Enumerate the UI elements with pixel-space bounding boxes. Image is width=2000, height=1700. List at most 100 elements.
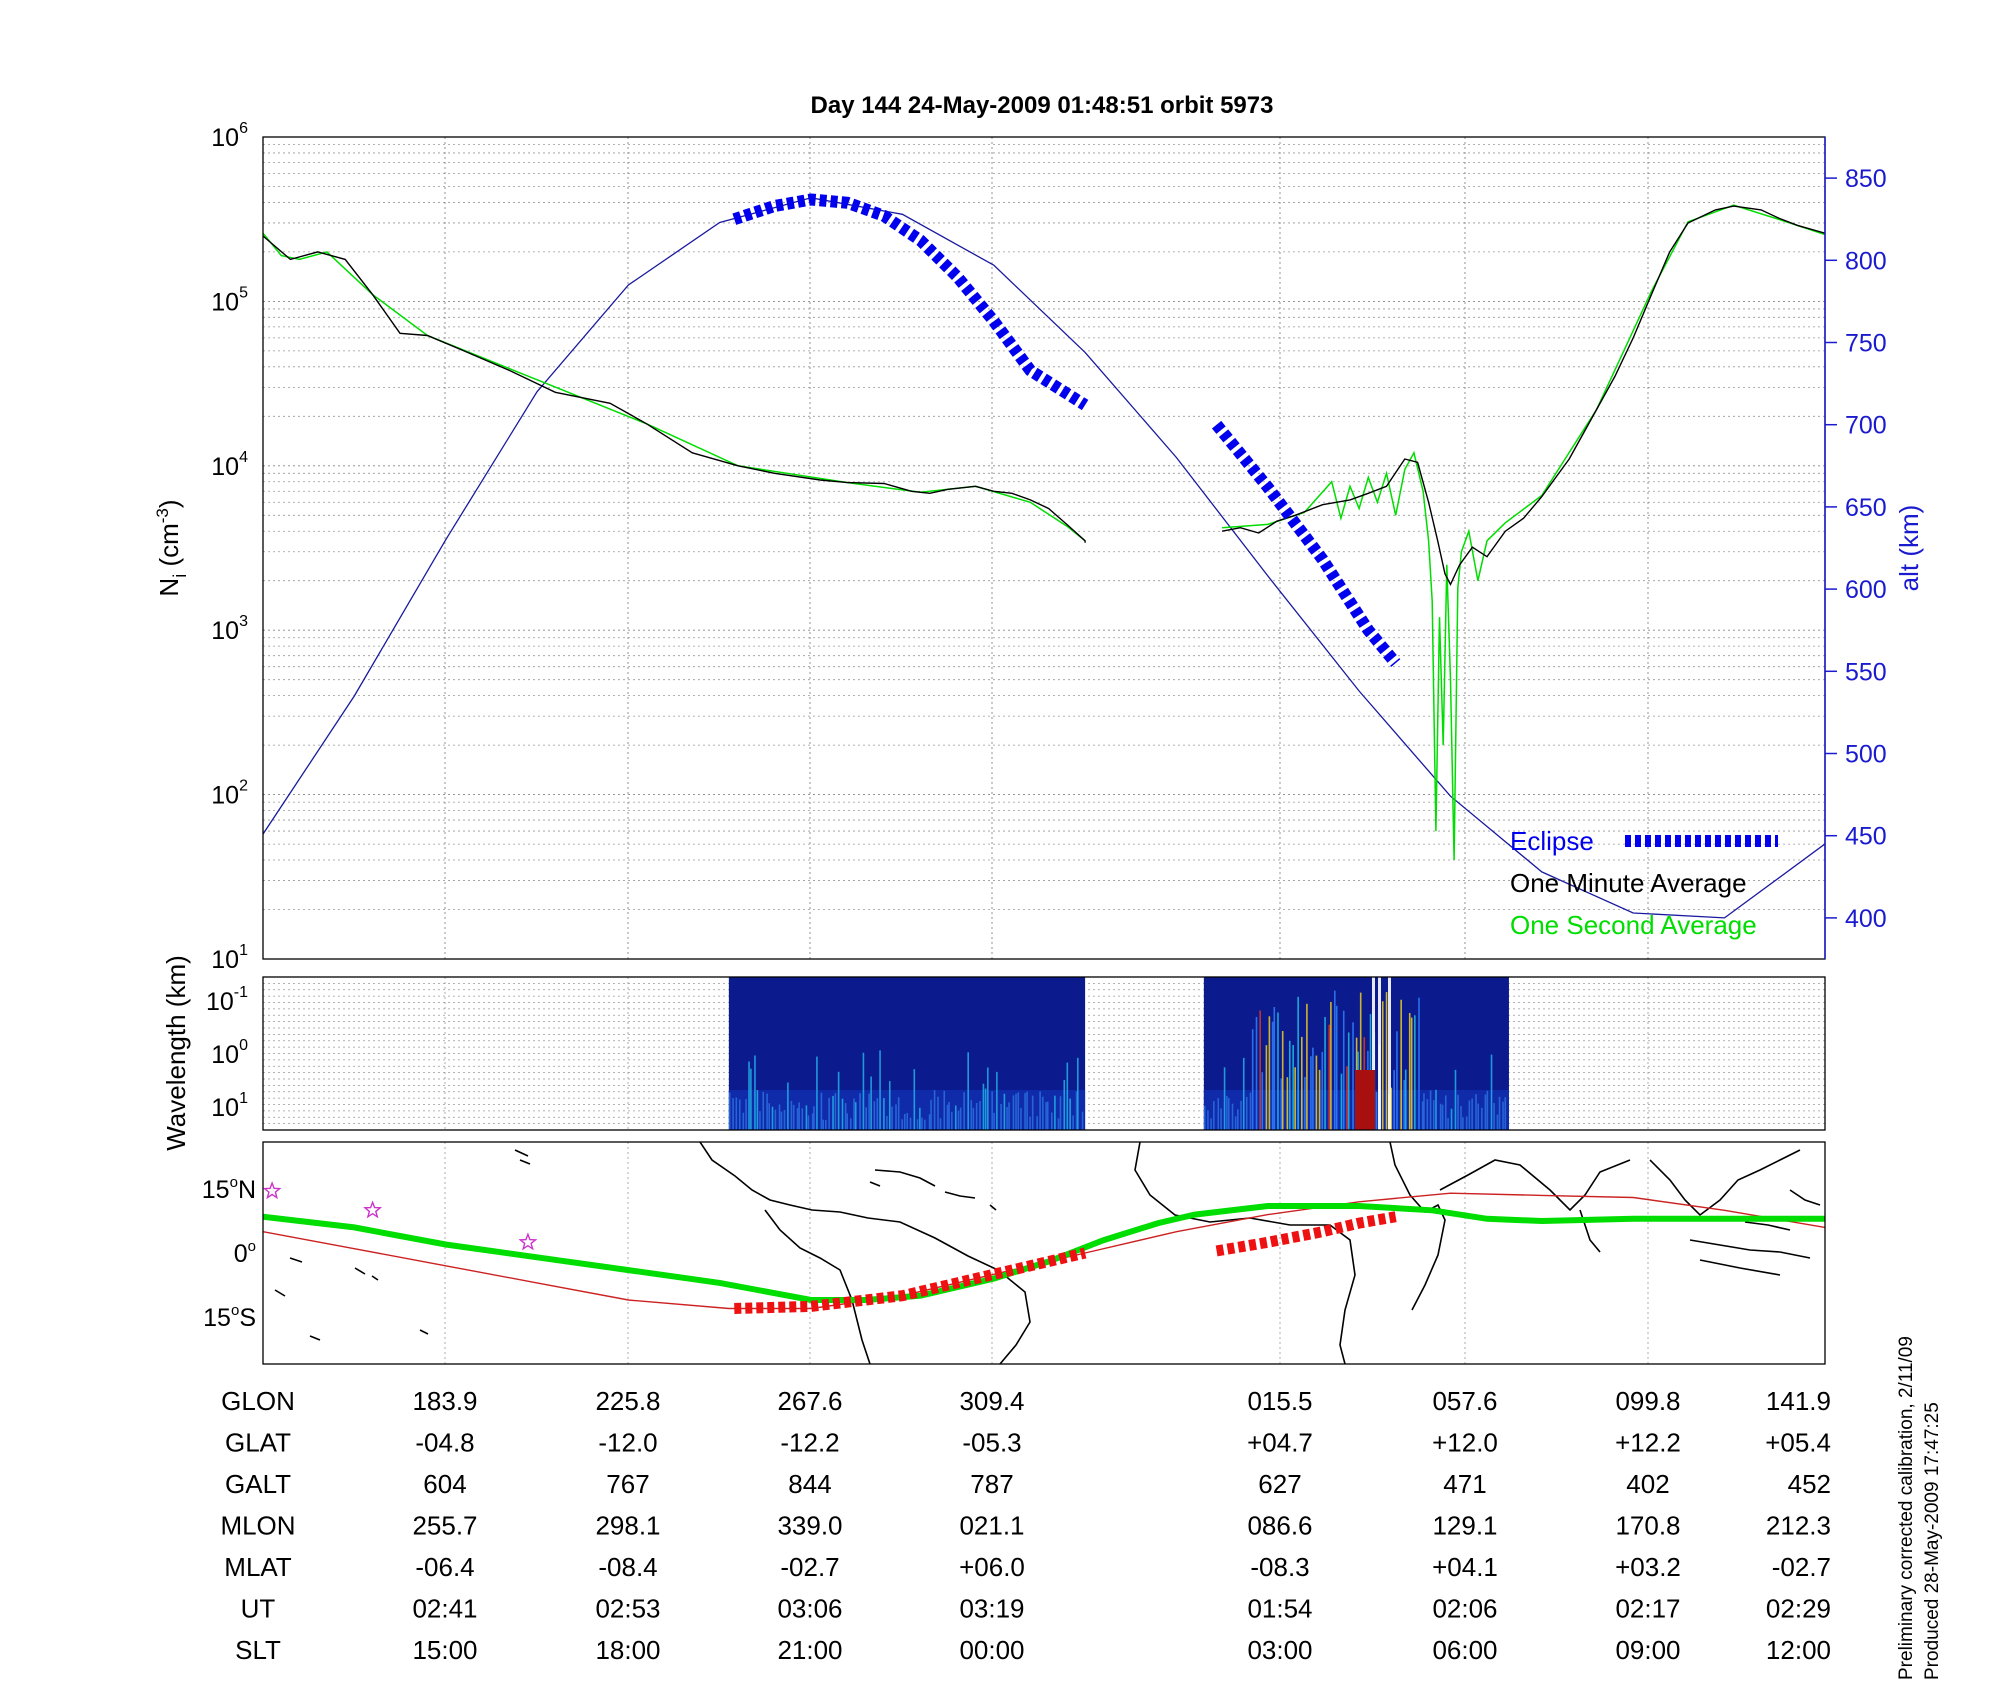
table-cell: -08.4: [598, 1552, 657, 1582]
spectrogram-streak: [946, 1104, 949, 1130]
spectrogram-streak: [1426, 1099, 1429, 1130]
table-cell: +06.0: [959, 1552, 1025, 1582]
spectrogram-streak: [1335, 1005, 1338, 1130]
coastline: [869, 1181, 881, 1187]
spectrogram-streak: [1441, 1104, 1444, 1130]
table-cell: 787: [970, 1469, 1013, 1499]
spectrogram-streak: [822, 1119, 825, 1130]
spectrogram-streak: [1210, 1118, 1212, 1130]
spectrogram-streak: [865, 1107, 867, 1130]
coastline: [371, 1275, 379, 1281]
spectrogram-streak: [1045, 1102, 1047, 1130]
spectrogram-streak: [1396, 1031, 1398, 1130]
spectrogram-streak: [1231, 1103, 1234, 1130]
y2-tick-label: 650: [1845, 494, 1887, 522]
coastline: [309, 1335, 321, 1341]
spectrogram-streak: [1435, 1089, 1437, 1130]
map-lat-degree-sign: o: [248, 1238, 256, 1255]
spectrogram-streak: [1277, 1012, 1279, 1130]
footnote-calibration: Preliminary corrected calibration, 2/11/…: [1896, 1336, 1917, 1680]
table-cell: 02:53: [595, 1594, 660, 1624]
spectrogram-streak: [828, 1097, 830, 1130]
y2-tick-label: 450: [1845, 823, 1887, 851]
spectrogram-streak: [888, 1081, 891, 1130]
spectrogram-streak: [1054, 1095, 1056, 1130]
spectrogram-streak: [1057, 1118, 1060, 1130]
y-tick-exp: 2: [239, 778, 248, 795]
spectrogram-streak: [1039, 1091, 1041, 1130]
coastline: [1789, 1189, 1821, 1206]
coastlines: [274, 1142, 1821, 1364]
spectrogram-streak: [849, 1118, 852, 1130]
star-marker: [363, 1200, 383, 1219]
table-cell: -05.3: [962, 1428, 1021, 1458]
spectrogram-streak: [879, 1050, 881, 1130]
spectrogram-streak: [1081, 1111, 1084, 1130]
spectrogram-y-tick: 10-1: [206, 984, 248, 1016]
spectrogram-streak: [1481, 1107, 1483, 1130]
table-cell: 267.6: [777, 1386, 842, 1416]
spectrogram-streak: [901, 1119, 903, 1130]
spectrogram-streak: [891, 1106, 893, 1130]
spectrogram-streak: [742, 1112, 745, 1130]
spectrogram-streak: [1281, 1031, 1284, 1130]
spectrogram-streak: [1462, 1117, 1464, 1130]
coastline: [289, 1257, 303, 1263]
spectrogram-streak: [1003, 1093, 1006, 1130]
spectrogram-streak: [1242, 1057, 1245, 1130]
table-row-label: MLAT: [224, 1552, 292, 1582]
map-lat-degree-sign: o: [231, 1302, 239, 1319]
table-cell: 170.8: [1615, 1511, 1680, 1541]
spectrogram-streak: [1423, 1093, 1425, 1130]
spectrogram-streak: [1249, 1092, 1252, 1130]
spectrogram-streak: [873, 1101, 876, 1130]
spectrogram-streak: [748, 1061, 750, 1130]
y2-axis-label: alt (km): [1894, 505, 1924, 592]
spectrogram-streak: [967, 1052, 969, 1130]
spectrogram-streak: [1408, 1013, 1411, 1130]
spectrogram-streak: [1475, 1094, 1477, 1130]
spectrogram-streak: [1051, 1112, 1053, 1130]
spectrogram-streak: [1207, 1110, 1209, 1130]
table-cell: -12.0: [598, 1428, 657, 1458]
y-tick-exp: 6: [239, 120, 248, 137]
table-cell: 844: [788, 1469, 831, 1499]
coastline: [989, 1204, 997, 1211]
spectrogram-streak: [1393, 1070, 1395, 1130]
spectrogram-streak: [774, 1109, 777, 1130]
spectrogram-streak: [991, 1091, 993, 1130]
table-cell: 225.8: [595, 1386, 660, 1416]
spectrogram-streak: [1072, 1115, 1074, 1130]
spectrogram-streak: [1414, 1015, 1416, 1130]
coastline: [354, 1267, 366, 1275]
spectrogram-streak: [1042, 1096, 1044, 1130]
spectrogram-streak: [1006, 1106, 1008, 1130]
table-cell: 06:00: [1432, 1635, 1497, 1665]
table-row-label: GLON: [221, 1386, 295, 1416]
spectrogram-streak: [1421, 1101, 1424, 1130]
spectrogram-streak: [1390, 1087, 1393, 1130]
spectrogram-streak: [984, 1088, 987, 1130]
spectrogram-streak: [768, 1103, 771, 1130]
table-cell: 057.6: [1432, 1386, 1497, 1416]
spectrogram-streak: [796, 1108, 799, 1130]
spectrogram-streak: [1213, 1101, 1215, 1130]
table-cell: 309.4: [959, 1386, 1024, 1416]
spectrogram-streak: [1318, 1069, 1321, 1130]
spectrogram-streak: [959, 1107, 962, 1130]
map-lat-tick: 0o: [234, 1238, 256, 1268]
spectrogram-streak: [1271, 1021, 1274, 1130]
y2-tick-label: 700: [1845, 412, 1887, 440]
coastline: [699, 1142, 1031, 1364]
table-cell: +03.2: [1615, 1552, 1681, 1582]
spectrogram-streak: [1306, 1003, 1308, 1130]
spectrogram-streak: [1268, 1016, 1271, 1130]
spectrogram-streak: [909, 1117, 912, 1130]
table-cell: +12.2: [1615, 1428, 1681, 1458]
table-row-label: UT: [241, 1594, 276, 1624]
legend-eclipse-label: Eclipse: [1510, 826, 1594, 856]
y-tick-label: 103: [211, 613, 248, 645]
spectrogram-streak: [975, 1102, 978, 1130]
y-tick-exp: 3: [239, 613, 248, 630]
